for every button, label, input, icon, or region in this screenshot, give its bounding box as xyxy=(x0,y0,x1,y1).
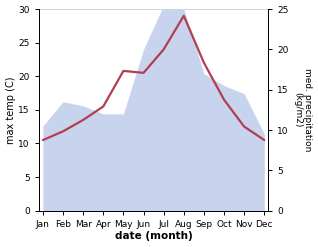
Y-axis label: max temp (C): max temp (C) xyxy=(5,76,16,144)
X-axis label: date (month): date (month) xyxy=(115,231,192,242)
Y-axis label: med. precipitation
(kg/m2): med. precipitation (kg/m2) xyxy=(293,68,313,152)
